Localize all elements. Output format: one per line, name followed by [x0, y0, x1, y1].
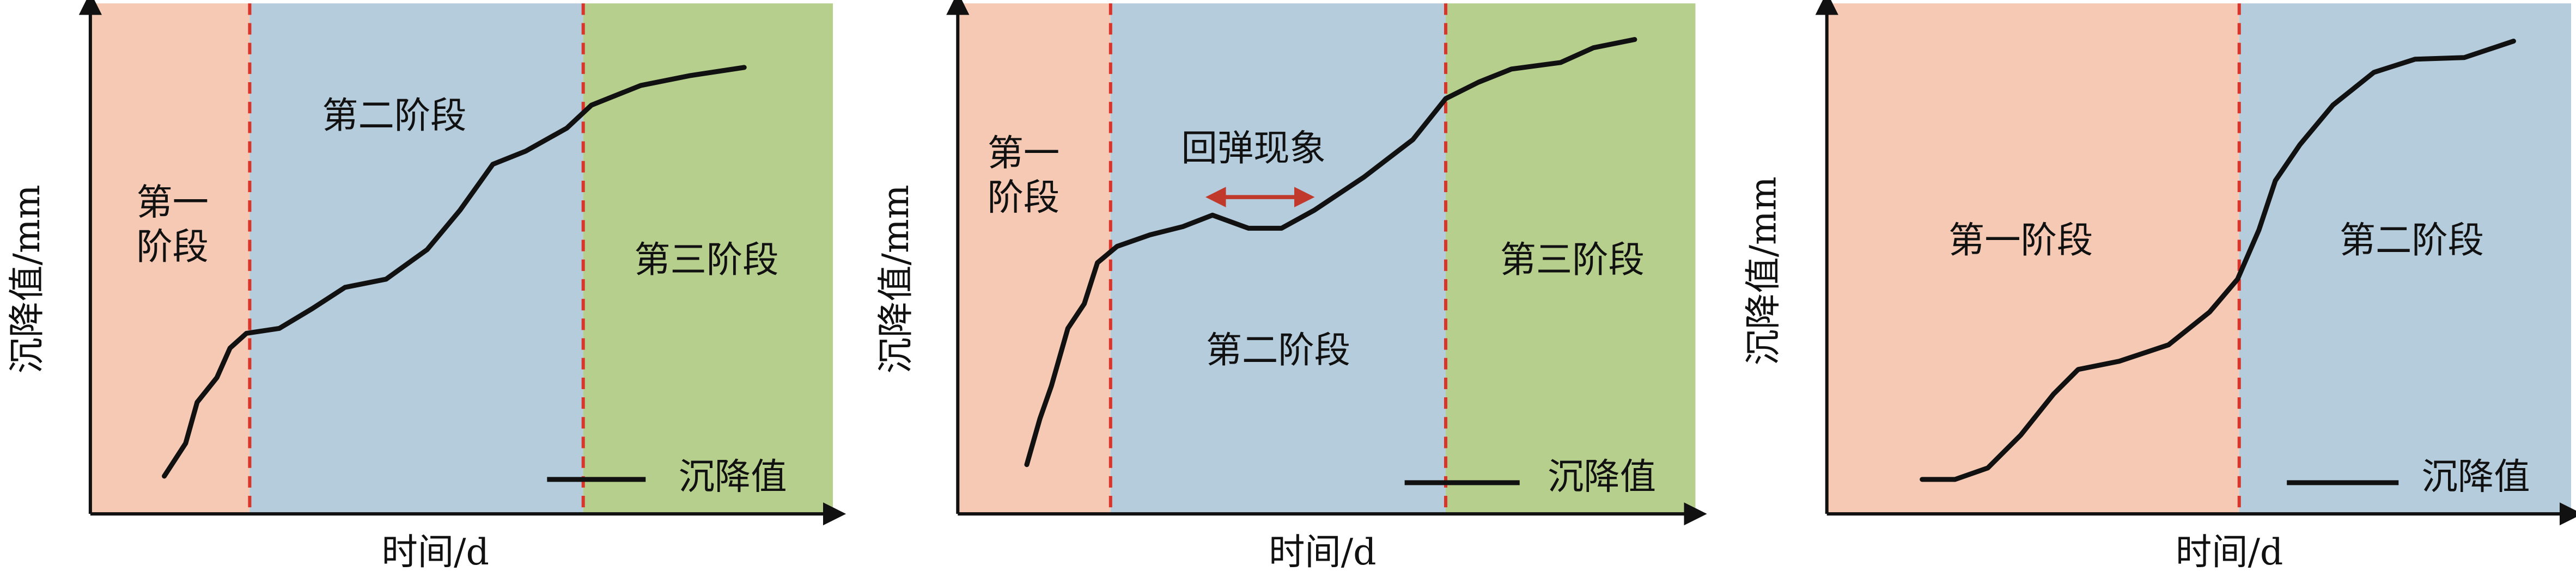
- x-axis-label: 时间/d: [2176, 531, 2283, 573]
- settlement-curve: [162, 65, 747, 479]
- annotation: 回弹现象: [1181, 127, 1325, 169]
- panel: 第一 阶段 第二阶段 第三阶段 沉降值 时间/d 沉降值/mm: [5, 0, 847, 573]
- stage-label: 第一: [988, 132, 1060, 174]
- x-axis-label: 时间/d: [381, 531, 489, 573]
- stage-label: 第三阶段: [634, 238, 778, 281]
- stage-label: 阶段: [136, 225, 209, 268]
- stage-region: [1446, 3, 1696, 514]
- settlement-curve: [1920, 39, 2516, 482]
- stage-label: 第二阶段: [2340, 219, 2484, 261]
- stage-label: 第一阶段: [1948, 219, 2093, 261]
- stage-region: [2239, 3, 2571, 514]
- x-axis-label: 时间/d: [1269, 531, 1377, 573]
- stage-region: [583, 3, 833, 514]
- stage-label: 阶段: [988, 176, 1060, 219]
- panel: 第一 阶段 回弹现象 第二阶段 第三阶段 沉降值 时间/d 沉降值/mm: [874, 0, 1707, 573]
- y-axis-label: 沉降值/mm: [874, 185, 917, 373]
- stage-label: 第二阶段: [1206, 329, 1350, 371]
- y-axis-label: 沉降值/mm: [1742, 176, 1785, 365]
- stage-label: 第一: [136, 181, 209, 224]
- stage-region: [90, 3, 250, 514]
- stage-label: 第三阶段: [1500, 238, 1645, 281]
- stage-region: [958, 3, 1111, 514]
- y-axis-label: 沉降值/mm: [5, 185, 48, 373]
- panel: 第一阶段 第二阶段 沉降值 时间/d 沉降值/mm: [1742, 0, 2576, 573]
- legend-label: 沉降值: [1548, 455, 1656, 497]
- legend-label: 沉降值: [679, 455, 787, 497]
- settlement-curve: [1024, 37, 1637, 468]
- stage-region: [1110, 3, 1446, 514]
- legend-label: 沉降值: [2422, 455, 2530, 497]
- stage-label: 第二阶段: [322, 94, 466, 137]
- stage-region: [1826, 3, 2239, 514]
